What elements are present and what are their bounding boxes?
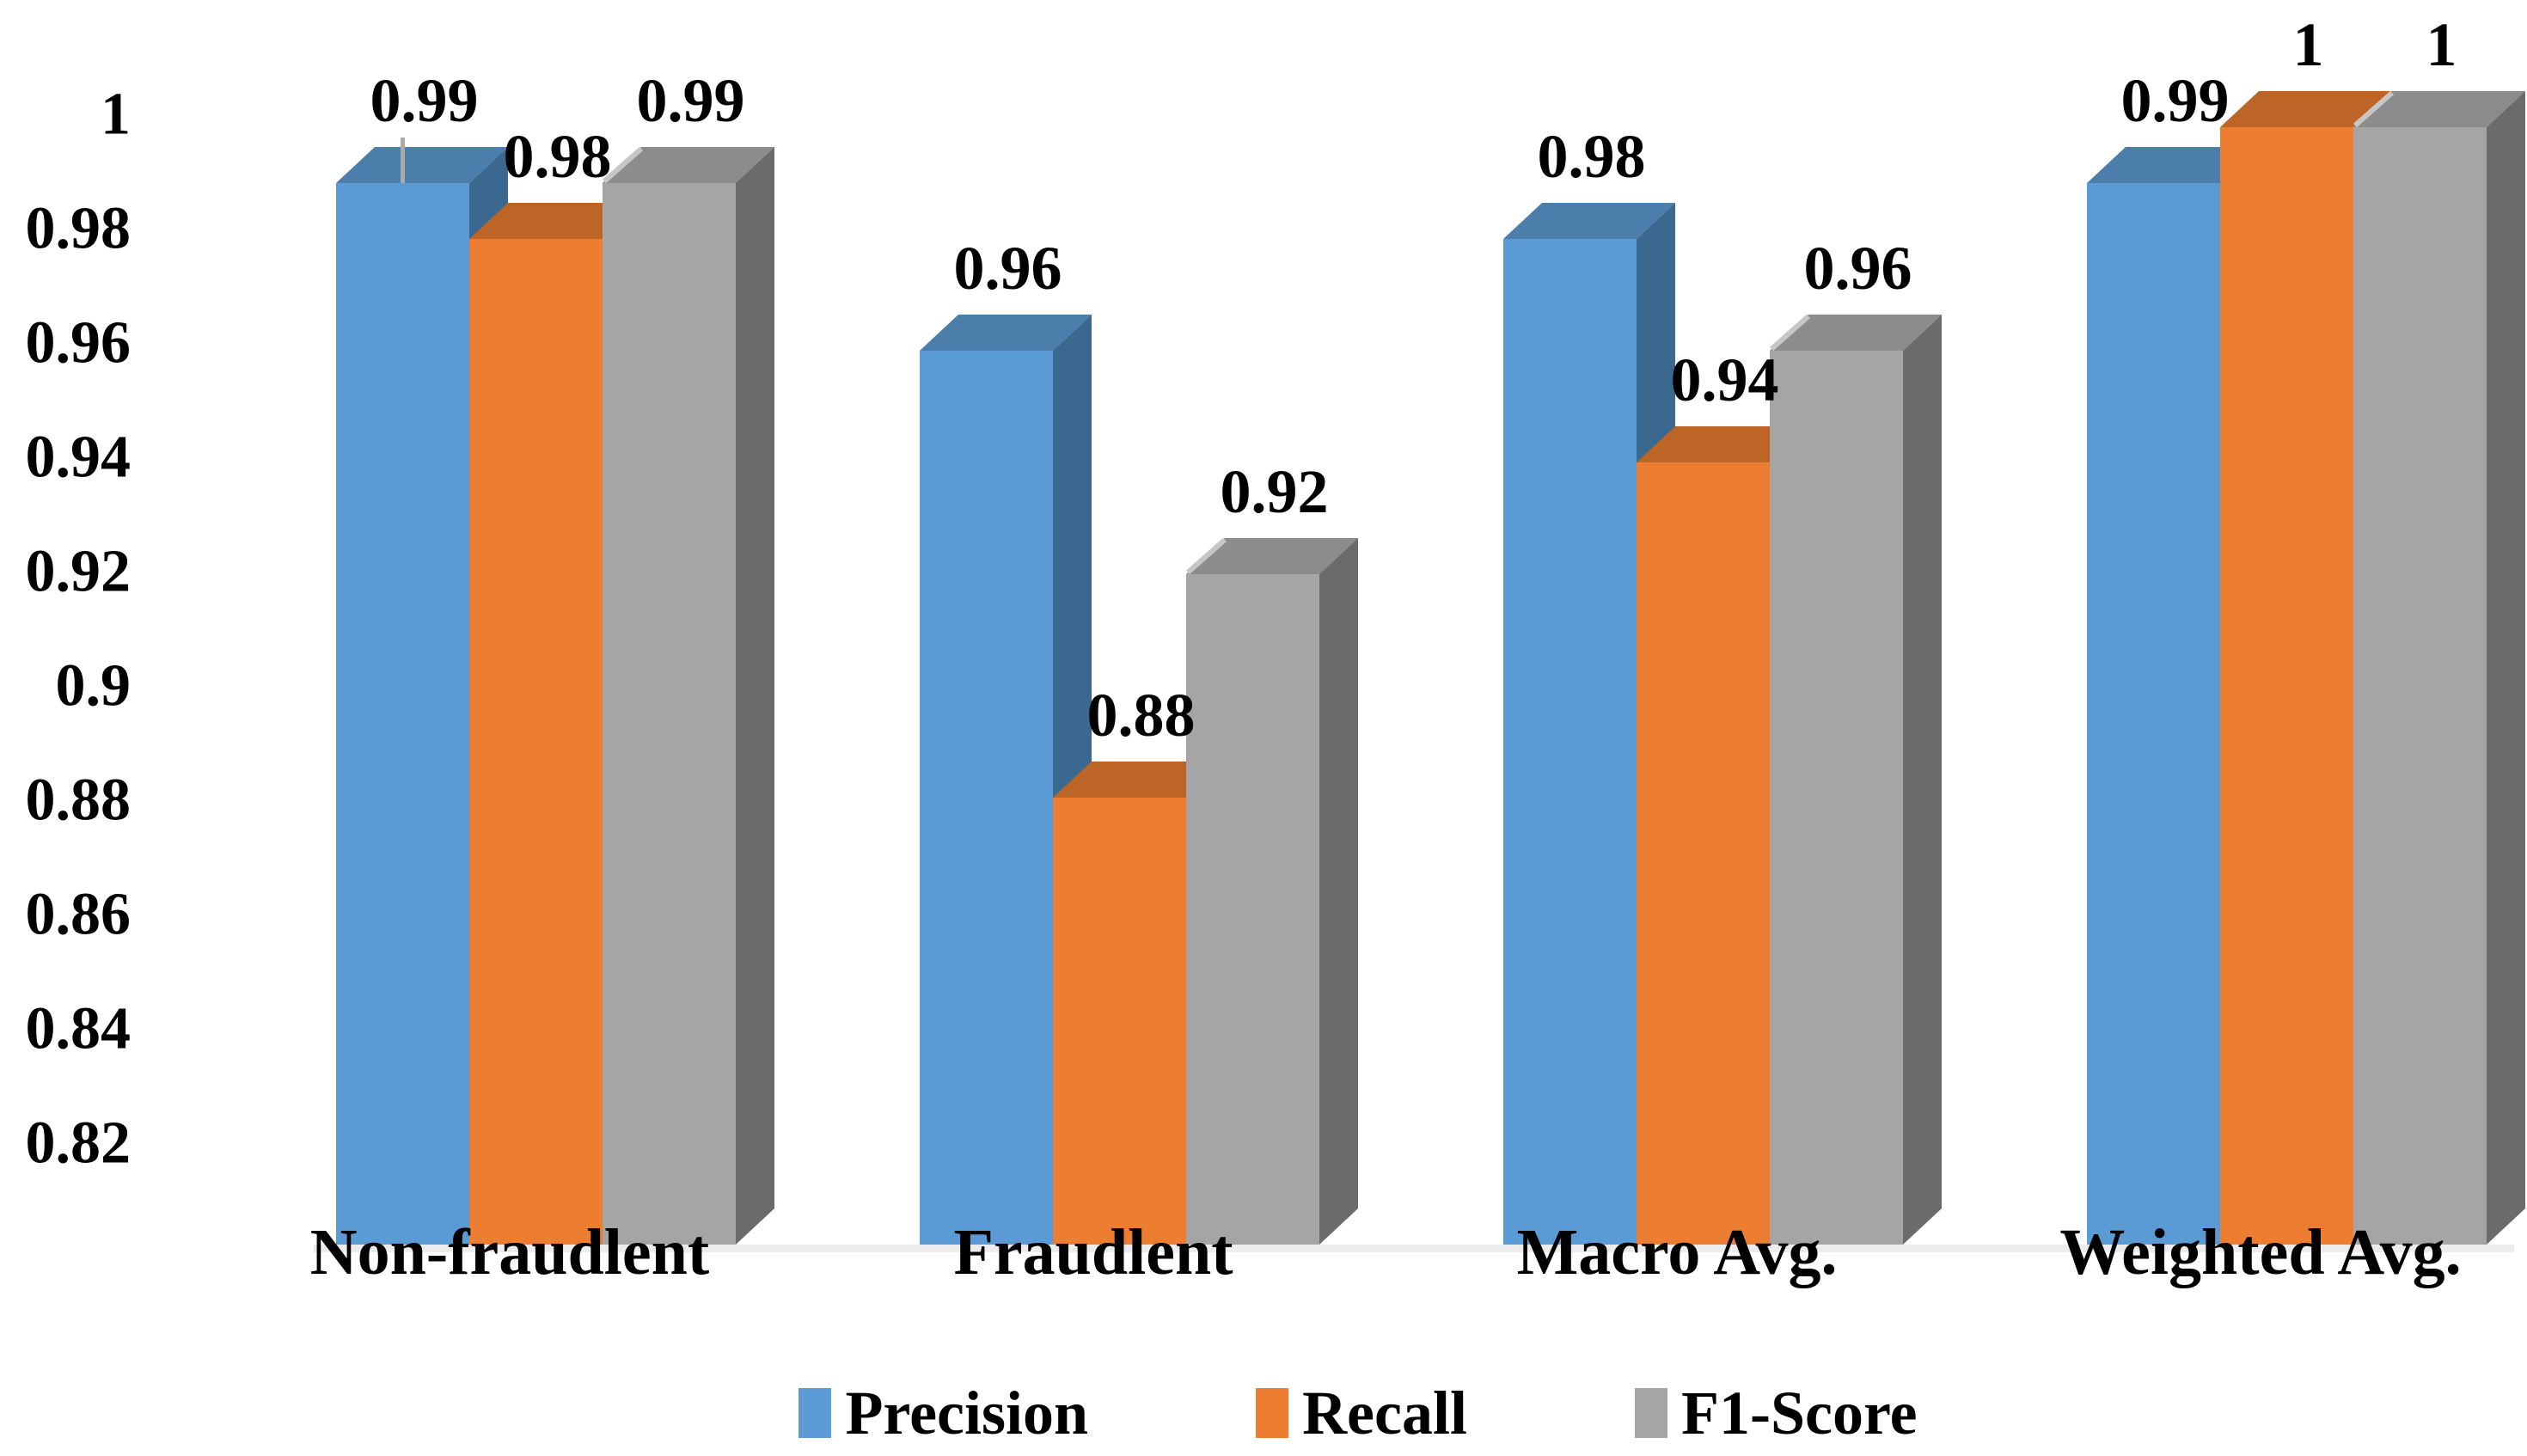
bar-f1-score-weighted-avg-top-highlight [2353,90,2394,128]
y-axis-tick-label-0-94: 0.94 [26,425,132,491]
y-axis-tick-label-0-96: 0.96 [26,310,132,376]
bar-precision-macro-avg-front [1503,239,1637,1245]
bar-f1-score-fraudlent-value-label: 0.92 [1221,457,1329,526]
bar-recall-non-fraudlent-front [469,239,603,1245]
y-axis-tick-label-0-88: 0.88 [26,768,132,834]
bar-f1-score-weighted-avg-top [2353,91,2525,127]
bar-recall-macro-avg-front [1637,462,1770,1245]
legend-key-f1-score-icon [1634,1388,1667,1438]
y-axis-tick-label-0-84: 0.84 [26,996,132,1062]
y-axis-tick-label-0-86: 0.86 [26,882,132,948]
bar-f1-score-macro-avg-top-highlight [1770,314,1810,352]
category-label-macro-avg: Macro Avg. [1517,1216,1838,1288]
bar-f1-score-macro-avg-front [1770,351,1903,1245]
chart-floor-strip [314,1245,2514,1252]
bar-precision-weighted-avg-top [2087,147,2259,183]
bar-precision-non-fraudlent-top [336,147,508,183]
bar-precision-weighted-avg-value-label: 0.99 [2121,66,2230,135]
category-label-fraudlent: Fraudlent [953,1216,1233,1288]
bar-recall-macro-avg-top [1637,426,1808,462]
bar-recall-macro-avg-value-label: 0.94 [1671,346,1779,414]
y-axis-tick-label-0-98: 0.98 [26,196,132,262]
bar-precision-non-fraudlent-value-label: 0.99 [370,66,479,135]
bar-recall-weighted-avg-top [2220,91,2392,127]
bar-recall-fraudlent-top [1053,762,1225,798]
bar-precision-macro-avg-top [1503,203,1675,239]
bar-recall-fraudlent-front [1053,798,1186,1245]
bar-f1-score-non-fraudlent-value-label: 0.99 [637,66,745,135]
bar-f1-score-non-fraudlent-front [603,183,736,1245]
bar-recall-fraudlent-value-label: 0.88 [1087,681,1196,749]
legend-item-f1-score: F1-Score [1634,1379,1918,1447]
bar-precision-non-fraudlent-front [336,183,469,1245]
bar-f1-score-non-fraudlent-top-highlight [603,146,643,184]
bar-f1-score-macro-avg-value-label: 0.96 [1804,234,1912,303]
legend-item-recall: Recall [1256,1382,1467,1444]
y-axis-tick-label-1: 1 [101,82,131,148]
bar-recall-weighted-avg-value-label: 1 [2293,10,2324,79]
bar-f1-score-fraudlent-top [1186,538,1358,574]
chart-legend: Precision Recall F1-Score [0,1373,2527,1453]
bar-precision-fraudlent-front [920,351,1053,1245]
bar-f1-score-weighted-avg-front [2353,127,2487,1245]
y-axis-tick-label-0-92: 0.92 [26,539,132,605]
legend-label-f1-score: F1-Score [1680,1379,1918,1447]
bar-f1-score-macro-avg-top [1770,315,1942,351]
legend-label-precision: Precision [845,1379,1089,1447]
y-axis-tick-label-0-9: 0.9 [56,653,132,719]
bar-f1-score-macro-avg-side [1903,315,1942,1245]
bar-f1-score-fraudlent-top-highlight [1186,537,1227,575]
bar-precision-weighted-avg-front [2087,183,2220,1245]
bar-f1-score-fraudlent-side [1319,538,1358,1245]
category-label-non-fraudlent: Non-fraudlent [310,1216,709,1288]
bar-f1-score-fraudlent-front [1186,574,1319,1245]
legend-key-recall-icon [1256,1388,1289,1438]
bar-recall-non-fraudlent-top [469,203,641,239]
bar-recall-weighted-avg-front [2220,127,2353,1245]
legend-item-precision: Precision [798,1382,1088,1444]
category-label-weighted-avg: Weighted Avg. [2059,1216,2461,1288]
bar-recall-non-fraudlent-value-label: 0.98 [504,122,612,191]
bar-f1-score-weighted-avg-value-label: 1 [2426,10,2457,79]
bar-f1-score-non-fraudlent-side [736,147,774,1245]
bar-f1-score-weighted-avg-side [2487,91,2525,1245]
bar-precision-macro-avg-value-label: 0.98 [1538,122,1646,191]
bar-precision-fraudlent-top [920,315,1092,351]
bar-precision-fraudlent-value-label: 0.96 [954,234,1062,303]
legend-label-recall: Recall [1302,1379,1467,1447]
legend-key-precision-icon [798,1388,832,1438]
y-axis-tick-label-0-82: 0.82 [26,1110,132,1177]
bar-f1-score-non-fraudlent-top [603,147,774,183]
